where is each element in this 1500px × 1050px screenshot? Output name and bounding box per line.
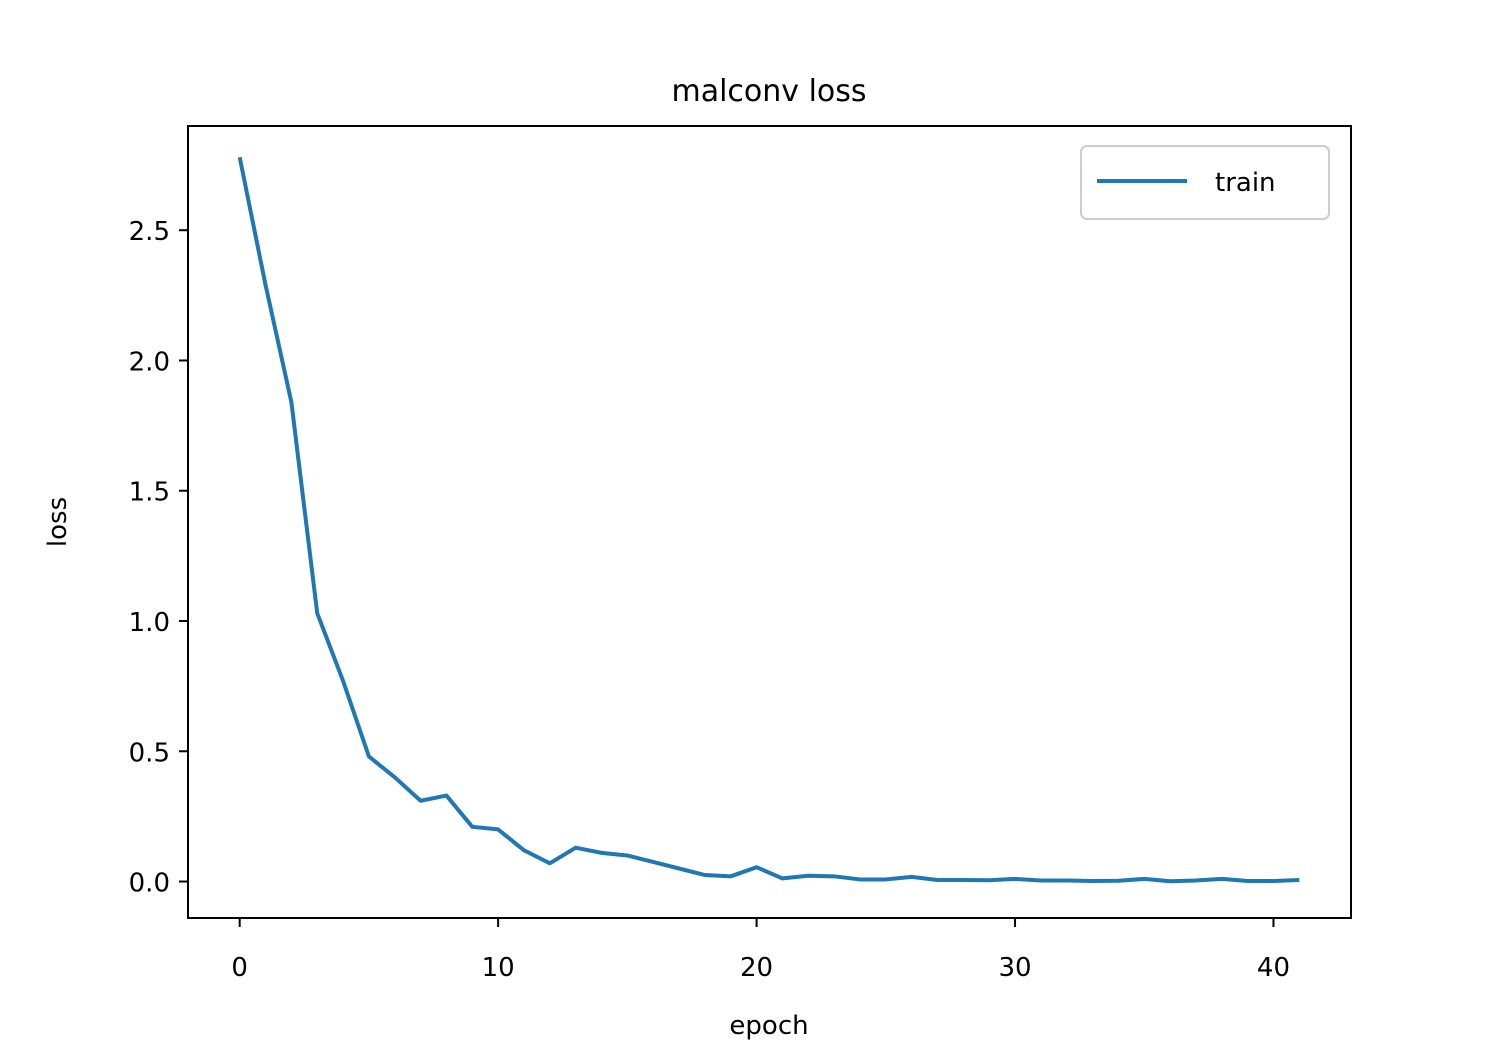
y-tick-label: 2.5 [129,217,170,247]
legend: train [1080,145,1330,220]
y-tick-label: 1.5 [129,478,170,508]
x-tick-label: 20 [740,953,773,983]
x-tick-label: 40 [1257,953,1290,983]
y-tick-label: 0.5 [129,738,170,768]
legend-label: train [1215,168,1276,198]
x-axis-label: epoch [729,1011,808,1041]
y-tick-label: 0.0 [129,869,170,899]
plot-area [237,156,1300,884]
x-tick-label: 30 [998,953,1031,983]
series-line-train [237,156,1300,884]
y-axis: 0.0 0.5 1.0 1.5 2.0 2.5 [129,217,188,899]
x-axis: 0 10 20 30 40 [231,918,1290,983]
x-tick-label: 0 [231,953,248,983]
y-axis-label: loss [43,497,73,547]
chart-title: malconv loss [671,74,866,109]
y-tick-label: 2.0 [129,347,170,377]
axes-frame [187,125,1352,919]
y-tick-label: 1.0 [129,608,170,638]
x-tick-label: 10 [482,953,515,983]
legend-box [1080,145,1330,220]
